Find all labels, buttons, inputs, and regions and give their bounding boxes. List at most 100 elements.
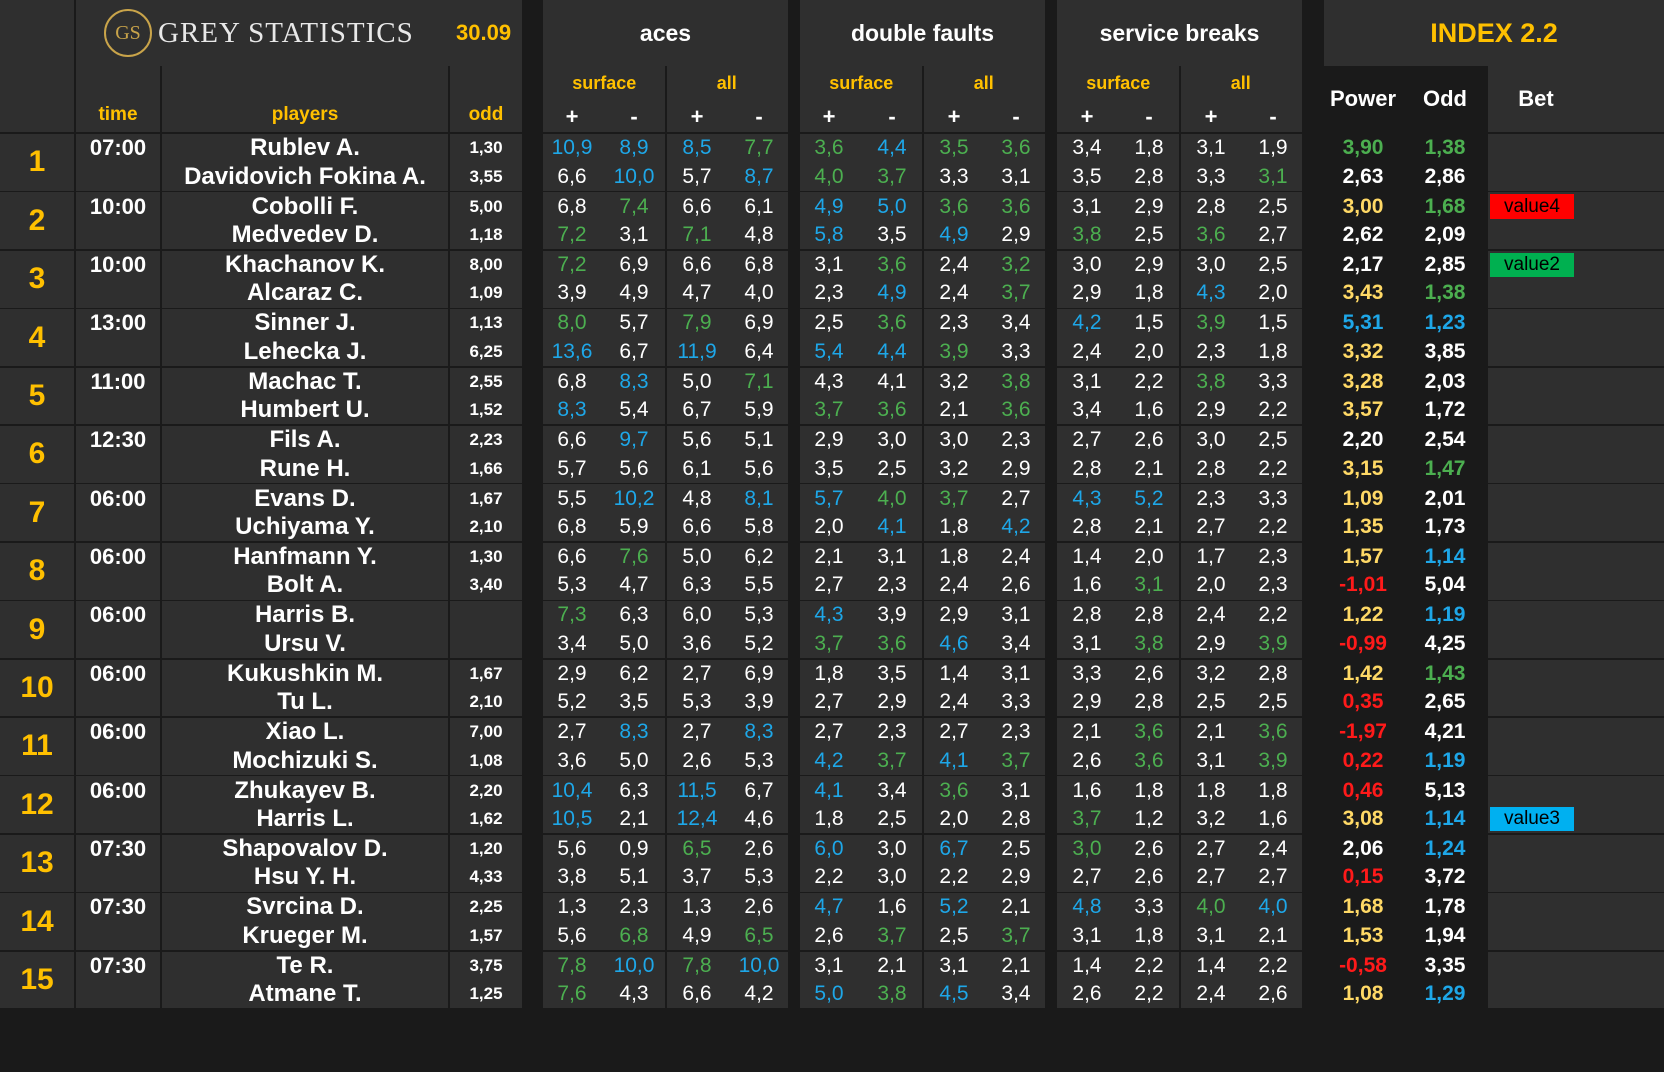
power-2: 3,57 [1342,398,1384,422]
group-divider [1179,250,1181,308]
stat-value: 6,6 [682,253,712,277]
stat-value: 3,6 [557,748,587,772]
stat-value: 1,8 [814,807,844,831]
group-divider [1179,893,1181,951]
stat-value: 10,2 [613,486,655,510]
index-title: INDEX 2.2 [1430,17,1558,48]
stat-value: 2,4 [939,573,969,597]
index-odd-2: 2,09 [1424,223,1466,247]
stat-value: 10,5 [551,807,593,831]
cell-bg [1324,250,1402,308]
brand-header: GS GREY STATISTICS 30.09 [76,0,522,66]
cell-bg [1404,542,1486,600]
stat-value: 3,4 [1001,631,1031,655]
cell-bg [1324,659,1402,717]
surface-label: surface [829,72,894,93]
player-2-odd: 1,57 [469,925,503,945]
player-2-odd: 1,52 [469,400,503,420]
player-2-name: Bolt A. [266,571,344,599]
stat-value: 1,6 [1072,573,1102,597]
cell-bg [162,542,448,600]
player-1-name: Kukushkin M. [226,659,383,687]
stat-value: 3,3 [1196,164,1226,188]
stat-value: 3,4 [557,631,587,655]
cell-bg [1324,309,1402,367]
cell-bg [0,309,74,367]
subheader-divider [664,66,667,132]
stat-value: 8,3 [619,369,649,393]
brand-name: GREY STATISTICS [158,16,414,49]
cell-bg [1488,426,1664,483]
stat-value: 2,9 [877,690,907,714]
stat-value: 3,0 [939,428,969,452]
player-1-odd: 7,00 [469,722,503,742]
stat-value: 2,7 [939,720,969,744]
player-2-odd: 1,66 [469,458,503,478]
stat-value: 2,1 [1258,923,1288,947]
stat-value: 3,6 [939,778,969,802]
stat-value: 2,5 [1258,194,1288,218]
stat-value: 2,7 [1001,486,1031,510]
stat-value: 2,8 [1072,515,1102,539]
stat-value: 7,2 [557,223,587,247]
stat-value: 2,2 [1258,515,1288,539]
cell-bg [1324,951,1402,1009]
stat-value: 4,6 [939,631,969,655]
power-2: 1,53 [1342,923,1384,947]
cell-bg [450,426,522,483]
index-odd-2: 1,14 [1424,807,1466,831]
logo: GS [104,9,152,57]
double-faults-header: double faults [800,0,1045,66]
match-index: 5 [28,379,46,413]
stat-value: 4,8 [744,223,774,247]
stat-value: 3,6 [814,136,844,160]
group-divider [665,250,667,308]
stat-value: 2,3 [1196,486,1226,510]
stat-value: 10,9 [551,136,593,160]
stat-value: 2,7 [1196,515,1226,539]
stat-value: 1,8 [1258,778,1288,802]
stat-value: 3,1 [1072,631,1102,655]
cell-bg [76,659,160,717]
cell-bg [1404,309,1486,367]
player-1-odd: 1,20 [469,839,503,859]
cell-bg [162,309,448,367]
cell-bg [76,367,160,425]
stat-value: 8,1 [744,486,774,510]
cell-bg [1404,718,1486,775]
group-divider [922,192,924,250]
stat-value: 2,7 [814,690,844,714]
stat-value: 2,8 [1001,807,1031,831]
player-2-odd [450,630,522,658]
cell-bg [0,718,74,775]
stat-value: 5,4 [814,339,844,363]
cell-bg [450,659,522,717]
stat-value: 3,7 [1001,748,1031,772]
stat-value: 6,7 [619,339,649,363]
cell-bg [450,893,522,951]
stat-value: 3,0 [1196,428,1226,452]
stat-value: 5,8 [744,515,774,539]
stat-value: 3,7 [814,398,844,422]
stat-value: 2,6 [1072,982,1102,1006]
stat-value: 4,3 [619,982,649,1006]
stat-value: 1,3 [557,895,587,919]
stat-value: 2,3 [814,281,844,305]
match-time: 06:00 [89,777,147,803]
power-2: 0,35 [1342,690,1384,714]
power-2: 3,08 [1342,807,1384,831]
stat-value: 2,0 [814,515,844,539]
stat-value: 5,0 [619,631,649,655]
stat-value: 3,6 [877,311,907,335]
index-odd-1: 1,38 [1424,136,1466,160]
stat-value: 3,1 [1196,748,1226,772]
cell-bg [1488,601,1664,659]
group-divider [1179,951,1181,1009]
match-time: 06:00 [89,719,147,745]
index-odd-2: 1,94 [1424,923,1466,947]
stat-value: 2,7 [1258,223,1288,247]
stat-value: 3,6 [1196,223,1226,247]
stat-value: 6,8 [557,194,587,218]
player-2-odd: 1,18 [469,225,503,245]
stat-value: 5,3 [557,573,587,597]
